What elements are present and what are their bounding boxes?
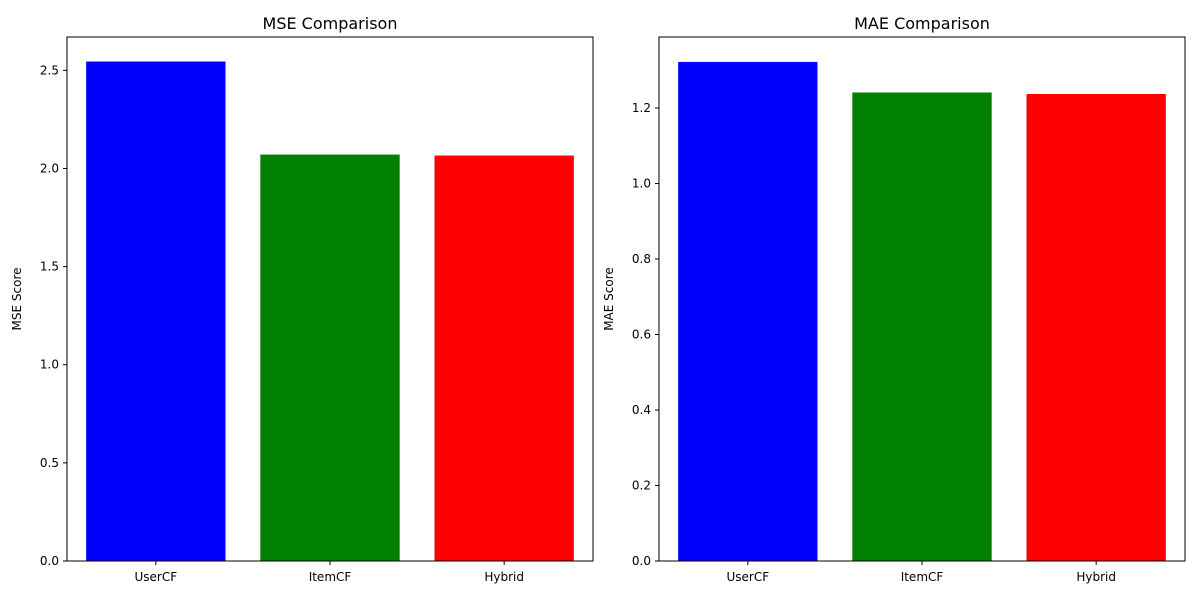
mae-y-tick-label: 0.6	[632, 327, 651, 341]
mae-x-tick-label: Hybrid	[1076, 570, 1116, 584]
mse-y-tick-label: 0.0	[40, 554, 59, 568]
mse-y-tick-label: 0.5	[40, 456, 59, 470]
mse-y-tick-label: 1.0	[40, 358, 59, 372]
mae-y-tick-label: 1.0	[632, 176, 651, 190]
mae-bar-usercf	[678, 61, 818, 561]
mse-chart: UserCF ItemCF Hybrid 0.0 0.5 1.0 1.5 2.0 2.5 MSE …	[10, 14, 594, 584]
mse-bar-hybrid	[434, 155, 574, 561]
mae-x-tick-label: ItemCF	[901, 570, 944, 584]
mse-x-tick-label: Hybrid	[484, 570, 524, 584]
mae-y-tick-label: 1.2	[632, 101, 651, 115]
mse-x-tick-label: ItemCF	[309, 570, 352, 584]
mae-y-axis-label: MAE Score	[602, 267, 616, 331]
mse-y-tick-label: 2.0	[40, 161, 59, 175]
mae-x-tick-label: UserCF	[727, 570, 770, 584]
mse-y-axis-label: MSE Score	[10, 268, 24, 331]
mae-bar-hybrid	[1026, 94, 1166, 561]
mse-y-tick-label: 1.5	[40, 260, 59, 274]
mae-chart-title: MAE Comparison	[854, 14, 990, 33]
mse-chart-title: MSE Comparison	[263, 14, 398, 33]
mae-y-tick-label: 0.4	[632, 403, 651, 417]
mae-bar-itemcf	[852, 92, 992, 562]
mae-y-tick-label: 0.8	[632, 252, 651, 266]
mae-chart: UserCF ItemCF Hybrid 0.0 0.2 0.4 0.6 0.8 1.0 1.2 M…	[602, 14, 1186, 584]
mae-y-tick-label: 0.2	[632, 478, 651, 492]
mse-y-tick-label: 2.5	[40, 63, 59, 77]
mae-y-tick-label: 0.0	[632, 554, 651, 568]
mse-bar-usercf	[86, 61, 226, 562]
mse-bar-itemcf	[260, 154, 400, 561]
mse-x-tick-label: UserCF	[135, 570, 178, 584]
